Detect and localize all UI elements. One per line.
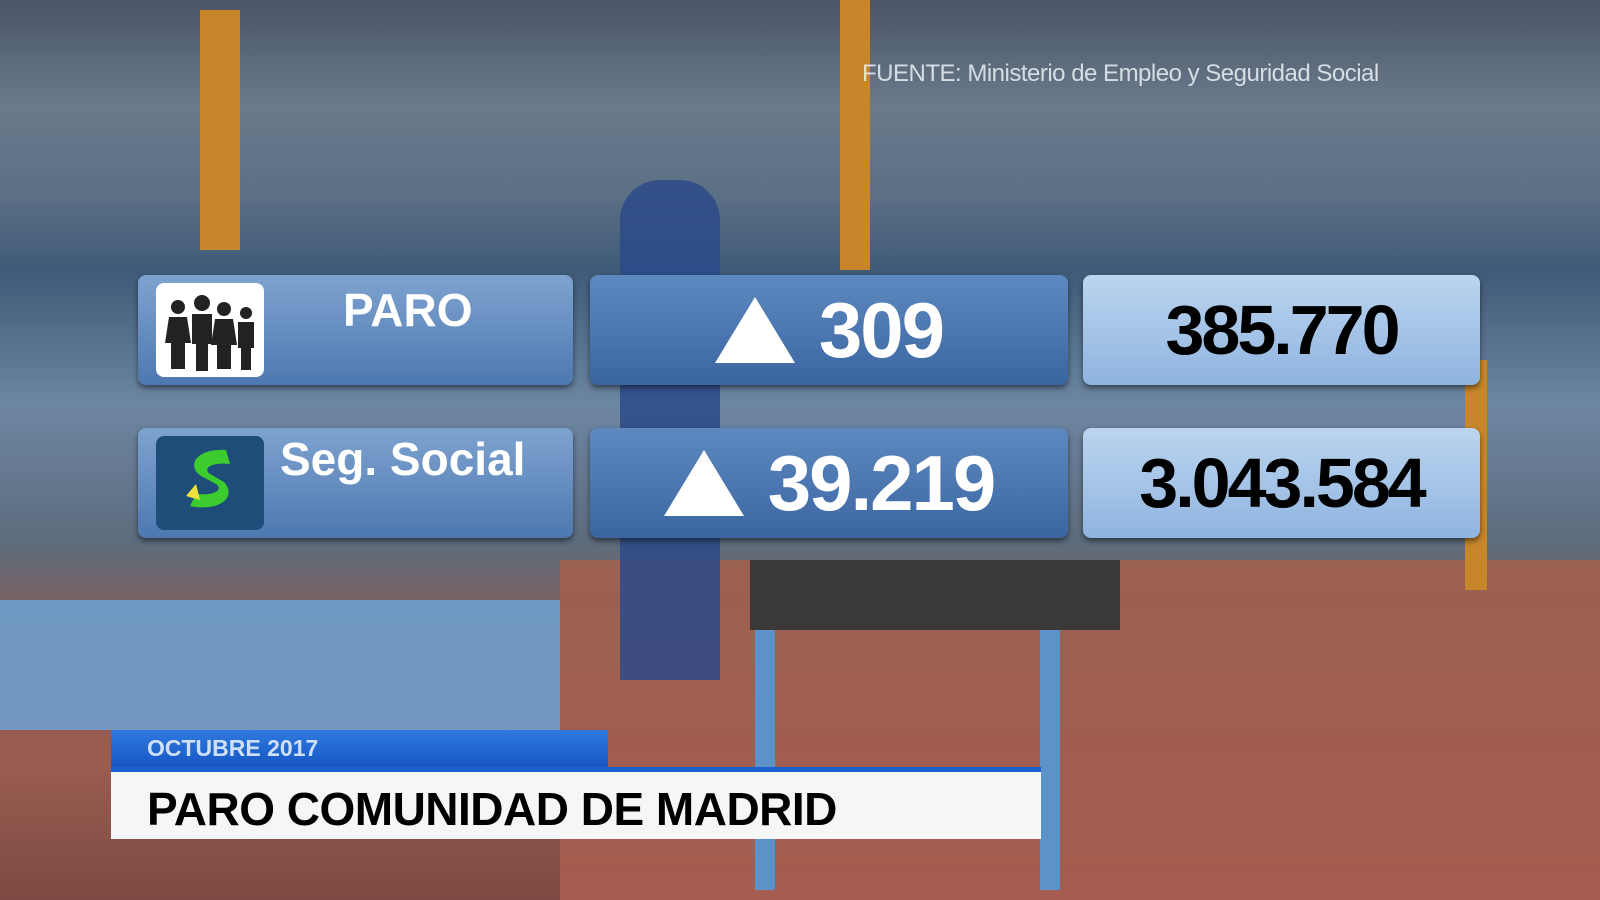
arrow-up-icon [714,297,795,363]
seg-social-change-value: 39.219 [767,438,997,527]
people-icon [156,283,264,377]
seg-social-change-panel: 39.219 [590,428,1068,538]
paro-label-panel: PARO [138,275,573,385]
paro-label: PARO [343,284,473,336]
source-credit: FUENTE: Ministerio de Empleo y Seguridad… [862,60,1379,87]
arrow-up-icon [663,450,744,516]
paro-total-panel: 385.770 [1083,275,1480,385]
seg-social-label-panel: Seg. Social [138,428,573,538]
paro-change-value: 309 [818,285,945,374]
seg-social-label: Seg. Social [280,433,526,485]
paro-total-value: 385.770 [1165,291,1400,369]
seg-social-total-value: 3.043.584 [1139,444,1426,522]
headline: PARO COMUNIDAD DE MADRID [111,767,1041,839]
seg-social-total-panel: 3.043.584 [1083,428,1480,538]
date-tag: OCTUBRE 2017 [111,730,608,767]
social-security-logo-icon [156,436,264,530]
paro-change-panel: 309 [590,275,1068,385]
